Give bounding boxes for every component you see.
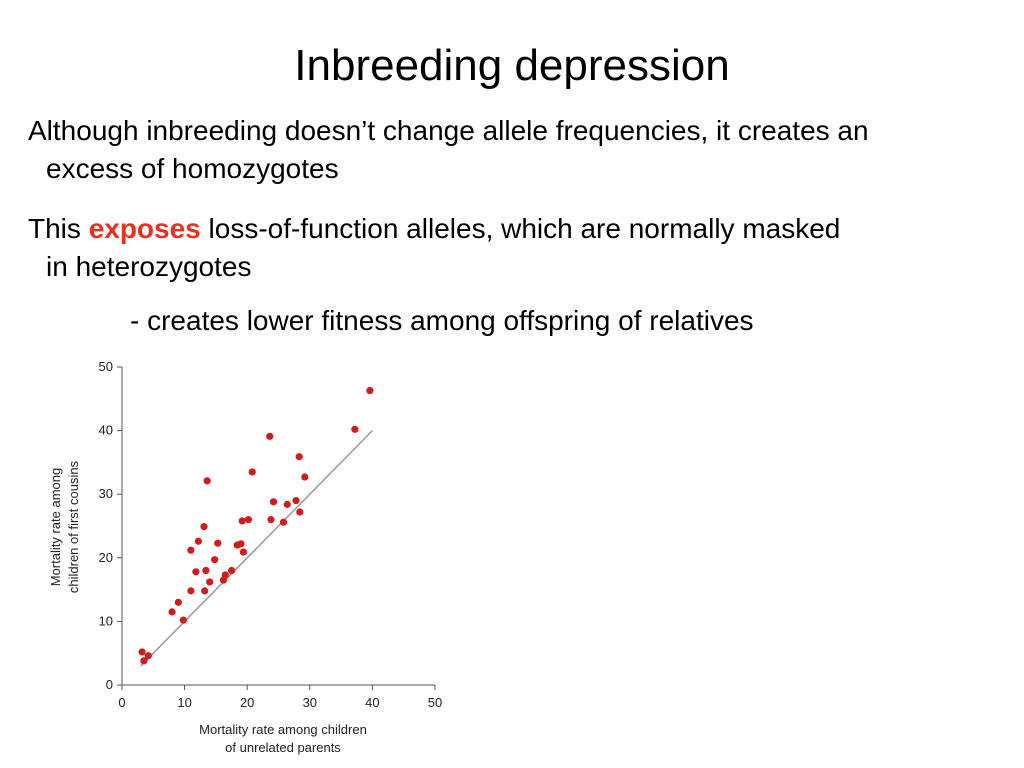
y-tick-label: 40 xyxy=(99,423,113,438)
paragraph-1-line-2: excess of homozygotes xyxy=(46,153,339,184)
data-point xyxy=(279,518,288,526)
data-point xyxy=(351,425,359,433)
sub-point-lower-fitness: - creates lower fitness among offspring … xyxy=(130,305,754,336)
paragraph-exposes-alleles: This exposes loss-of-function alleles, w… xyxy=(28,210,840,286)
x-axis-label-line-2: of unrelated parents xyxy=(225,740,341,755)
data-point xyxy=(296,508,304,516)
y-axis-label-line-1: Mortality rate among xyxy=(48,468,63,587)
data-point xyxy=(269,498,278,506)
x-tick-label: 40 xyxy=(365,695,379,710)
data-point xyxy=(301,473,309,481)
x-tick-label: 0 xyxy=(118,695,125,710)
data-point xyxy=(248,468,256,476)
paragraph-2-line-2: in heterozygotes xyxy=(46,251,252,282)
x-tick-label: 50 xyxy=(428,695,442,710)
emphasis-exposes: exposes xyxy=(88,213,201,244)
data-point xyxy=(239,548,248,556)
data-point xyxy=(292,496,300,505)
data-point xyxy=(144,652,152,660)
data-point xyxy=(283,500,291,508)
paragraph-2-suffix: loss-of-function alleles, which are norm… xyxy=(200,213,841,244)
y-tick-label: 10 xyxy=(99,613,113,628)
reference-line-layer xyxy=(140,430,373,667)
y-tick-label: 0 xyxy=(106,677,113,692)
x-tick-label: 10 xyxy=(177,695,191,710)
y-tick-label: 20 xyxy=(99,550,113,565)
data-point xyxy=(214,539,222,547)
paragraph-allele-frequencies: Although inbreeding doesn’t change allel… xyxy=(28,112,869,188)
data-point xyxy=(267,516,275,524)
data-point xyxy=(140,657,148,665)
x-ticks: 0 10 20 30 40 50 xyxy=(118,685,442,710)
data-point xyxy=(211,556,219,564)
x-tick-label: 20 xyxy=(240,695,254,710)
y-ticks: 0 10 20 30 40 50 xyxy=(99,359,122,692)
data-point xyxy=(187,546,195,554)
data-point xyxy=(266,432,274,440)
data-point xyxy=(174,598,182,606)
data-point xyxy=(192,568,200,576)
data-point xyxy=(221,571,229,579)
data-point xyxy=(227,566,236,575)
data-point xyxy=(237,540,245,548)
data-point xyxy=(138,648,146,656)
paragraph-2-line-1: This exposes loss-of-function alleles, w… xyxy=(28,210,840,248)
data-point xyxy=(200,523,208,531)
data-points xyxy=(138,386,374,665)
data-point xyxy=(194,537,202,545)
data-point xyxy=(203,477,211,485)
scatter-chart: 0 10 20 30 40 50 0 10 20 30 40 50 Mortality rate a… xyxy=(48,359,442,755)
data-point xyxy=(366,386,374,395)
reference-line-y-equals-x xyxy=(140,430,373,667)
data-point xyxy=(295,453,303,461)
data-point xyxy=(168,608,176,616)
data-point xyxy=(202,566,210,575)
data-point xyxy=(206,578,214,586)
chart-axes xyxy=(121,367,435,686)
data-point xyxy=(238,517,246,525)
paragraph-2-prefix: This xyxy=(28,213,89,244)
y-axis-label: Mortality rate among children of first c… xyxy=(48,460,81,593)
x-axis-label-line-1: Mortality rate among children xyxy=(199,722,367,737)
data-point xyxy=(179,616,187,624)
data-point xyxy=(187,587,195,595)
data-point xyxy=(201,587,209,595)
x-tick-label: 30 xyxy=(303,695,317,710)
paragraph-1-line-1: Although inbreeding doesn’t change allel… xyxy=(28,115,869,146)
y-tick-label: 30 xyxy=(99,486,113,501)
y-tick-label: 50 xyxy=(99,359,113,374)
data-point xyxy=(244,516,253,524)
slide-title: Inbreeding depression xyxy=(294,41,730,90)
y-axis-label-line-2: children of first cousins xyxy=(66,460,81,593)
